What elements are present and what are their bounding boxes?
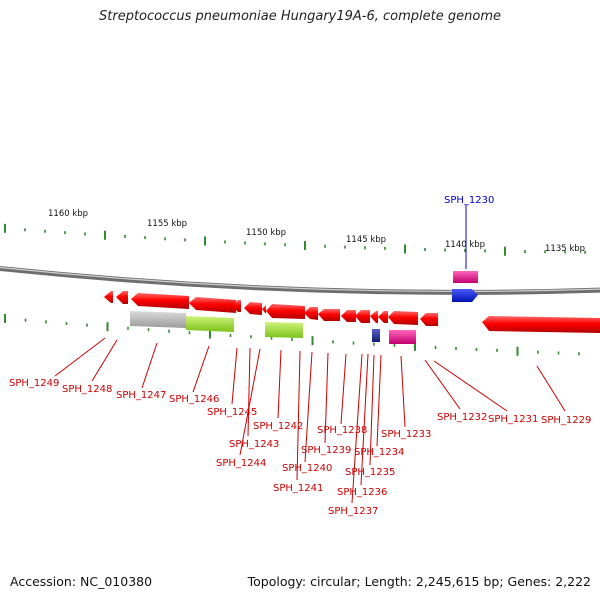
topology-summary-text: Topology: circular; Length: 2,245,615 bp… <box>247 574 591 589</box>
gene-label-sph-1243[interactable]: SPH_1243 <box>229 439 279 450</box>
leader-1233 <box>400 355 406 428</box>
label-leader-lines <box>54 205 566 504</box>
kbp-label-1155: 1155 kbp <box>147 219 187 229</box>
gene-feature-1243[interactable] <box>266 304 305 319</box>
gene-feature-1246b[interactable] <box>186 316 234 332</box>
leader-1235 <box>369 354 375 466</box>
leader-1241 <box>296 350 301 481</box>
gene-feature-1231[interactable] <box>482 316 600 333</box>
gene-feature-1244[interactable] <box>262 305 266 314</box>
kbp-label-1150: 1150 kbp <box>246 228 286 238</box>
gene-feature-1245a[interactable] <box>232 300 241 312</box>
gene-label-sph-1234[interactable]: SPH_1234 <box>354 447 404 458</box>
gene-label-sph-1246[interactable]: SPH_1246 <box>169 394 219 405</box>
leader-1234 <box>376 354 382 447</box>
gene-label-sph-1236[interactable]: SPH_1236 <box>337 487 387 498</box>
leader-1240 <box>304 351 313 463</box>
gene-label-sph-1230[interactable]: SPH_1230 <box>444 195 494 206</box>
reverse-strand-genes <box>104 291 600 333</box>
gene-feature-1230-upper[interactable] <box>453 271 478 283</box>
leader-1249 <box>54 337 106 377</box>
gene-feature-1237[interactable] <box>355 310 370 323</box>
gene-label-sph-1249[interactable]: SPH_1249 <box>9 378 59 389</box>
gene-label-sph-1248[interactable]: SPH_1248 <box>62 384 112 395</box>
leader-1239 <box>324 352 329 444</box>
kbp-label-1145: 1145 kbp <box>346 235 386 245</box>
gene-feature-1248[interactable] <box>131 293 189 309</box>
gene-feature-1247[interactable] <box>130 311 186 328</box>
kbp-label-1135: 1135 kbp <box>545 244 585 254</box>
other-features <box>130 311 416 344</box>
gene-label-sph-1229[interactable]: SPH_1229 <box>541 415 591 426</box>
gene-label-sph-1233[interactable]: SPH_1233 <box>381 429 431 440</box>
kbp-label-1160: 1160 kbp <box>48 209 88 219</box>
leader-1246 <box>192 345 210 393</box>
gene-feature-1233[interactable] <box>420 313 438 326</box>
gene-label-sph-1244[interactable]: SPH_1244 <box>216 458 266 469</box>
gene-label-sph-1239[interactable]: SPH_1239 <box>301 445 351 456</box>
leader-1247 <box>141 342 158 389</box>
gene-feature-1236[interactable] <box>370 311 378 323</box>
gene-label-sph-1247[interactable]: SPH_1247 <box>116 390 166 401</box>
kbp-scale-labels: 1160 kbp 1155 kbp 1150 kbp 1145 kbp 1140… <box>48 209 585 254</box>
gene-feature-1238[interactable] <box>341 310 356 322</box>
leader-1231 <box>433 360 508 412</box>
gene-feature-1246[interactable] <box>189 297 236 313</box>
genome-backbone <box>0 265 600 295</box>
gene-feature-1230[interactable] <box>452 289 478 302</box>
outer-tick-ring <box>4 223 586 256</box>
gene-label-sph-1240[interactable]: SPH_1240 <box>282 463 332 474</box>
leader-1244 <box>239 348 261 456</box>
genome-backbone-highlight <box>0 266 600 292</box>
gene-feature-1241[interactable] <box>318 309 340 321</box>
kbp-label-1140: 1140 kbp <box>445 240 485 250</box>
gene-label-sph-1235[interactable]: SPH_1235 <box>345 467 395 478</box>
gene-label-sph-1237[interactable]: SPH_1237 <box>328 506 378 517</box>
gene-label-sph-1231[interactable]: SPH_1231 <box>488 414 538 425</box>
leader-1236 <box>360 353 369 486</box>
gene-feature-1245[interactable] <box>244 302 262 315</box>
gene-label-sph-1232[interactable]: SPH_1232 <box>437 412 487 423</box>
gene-label-sph-1245[interactable]: SPH_1245 <box>207 407 257 418</box>
leader-1242 <box>277 349 282 419</box>
leader-1243 <box>247 347 251 437</box>
gene-label-sph-1241[interactable]: SPH_1241 <box>273 483 323 494</box>
map-title: Streptococcus pneumoniae Hungary19A-6, c… <box>99 9 501 24</box>
gene-feature-1235b[interactable] <box>372 329 380 342</box>
gene-label-sph-1238[interactable]: SPH_1238 <box>317 425 367 436</box>
leader-1232 <box>424 359 461 410</box>
gene-feature-1242[interactable] <box>304 307 318 320</box>
leader-1248 <box>91 339 118 382</box>
gene-labels: SPH_1230 SPH_1249 SPH_1248 SPH_1247 SPH_… <box>9 195 591 517</box>
gene-feature-1235[interactable] <box>378 311 388 323</box>
gene-label-sph-1242[interactable]: SPH_1242 <box>253 421 303 432</box>
leader-1229 <box>536 365 566 412</box>
leader-1237 <box>351 353 363 504</box>
gene-feature-1249a[interactable] <box>104 291 113 303</box>
leader-1245 <box>231 347 238 405</box>
gene-feature-1249b[interactable] <box>116 291 128 304</box>
gene-feature-1234[interactable] <box>388 311 418 325</box>
gene-feature-1243b[interactable] <box>265 322 303 338</box>
gene-feature-1233b[interactable] <box>389 330 416 344</box>
forward-strand-genes <box>452 271 478 302</box>
accession-text: Accession: NC_010380 <box>10 574 153 589</box>
leader-1238 <box>340 353 347 425</box>
